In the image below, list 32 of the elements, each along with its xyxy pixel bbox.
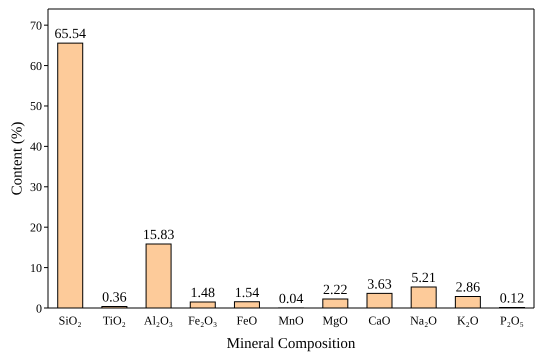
x-tick-label: SiO₂: [58, 314, 82, 328]
x-tick-label: K₂O: [456, 314, 479, 328]
data-label: 0.12: [500, 292, 524, 307]
y-tick-label: 70: [30, 18, 42, 32]
data-label: 0.04: [278, 292, 304, 307]
x-tick-label: P₂O₅: [500, 314, 524, 328]
y-axis-title: Content (%): [9, 122, 26, 196]
y-tick-label: 30: [30, 180, 42, 194]
x-tick-label: CaO: [368, 314, 391, 328]
y-tick-label: 10: [30, 260, 42, 275]
data-label: 2.86: [456, 280, 480, 296]
x-tick-label: MnO: [278, 314, 304, 328]
data-label: 3.63: [367, 277, 392, 292]
y-tick-label: 40: [30, 140, 42, 154]
data-label: 1.54: [234, 286, 260, 301]
x-tick-label: FeO: [236, 314, 258, 328]
data-label: 5.21: [411, 270, 436, 286]
x-tick-label: MgO: [322, 314, 348, 328]
x-axis-title: Mineral Composition: [226, 336, 356, 352]
y-tick-label: 60: [30, 58, 42, 73]
y-tick-label: 50: [30, 99, 42, 114]
x-tick-label: Fe₂O₃: [188, 314, 218, 328]
x-tick-label: Al₂O₃: [144, 314, 173, 328]
x-tick-label: Na₂O: [410, 314, 438, 328]
x-tick-label: TiO₂: [102, 314, 126, 328]
data-label: 2.22: [323, 283, 348, 298]
data-label: 0.36: [102, 290, 127, 306]
data-label: 1.48: [190, 286, 216, 302]
data-label: 15.83: [142, 228, 174, 244]
data-label: 65.54: [54, 27, 86, 42]
y-tick-label: 20: [30, 220, 42, 234]
y-tick-label: 0: [36, 301, 42, 316]
